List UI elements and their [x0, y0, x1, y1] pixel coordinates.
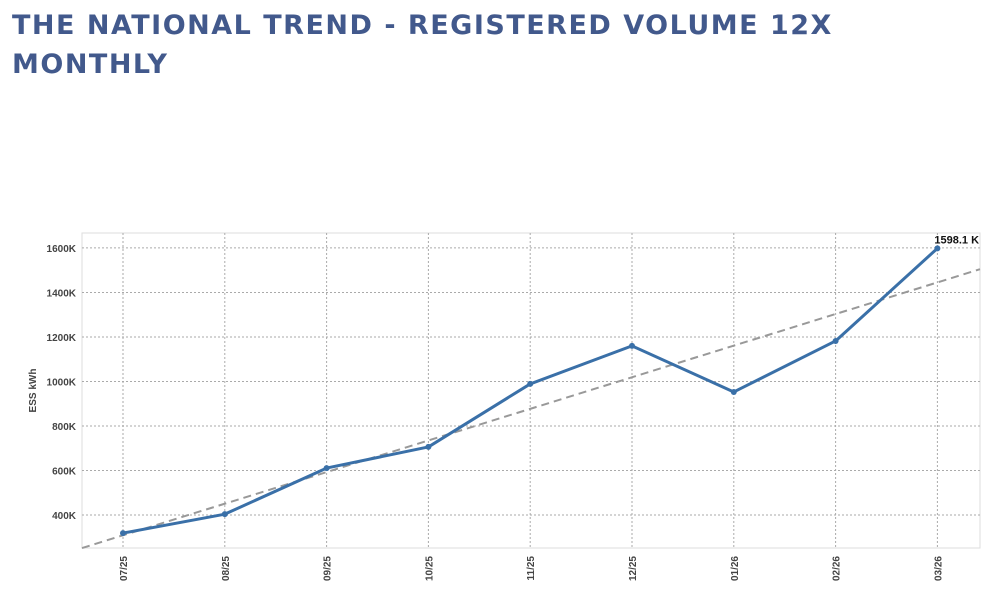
trendline	[81, 268, 981, 549]
data-point	[323, 465, 330, 472]
y-tick-label: 400K	[52, 511, 77, 522]
y-axis-label: ESS kWh	[28, 369, 39, 413]
data-point	[221, 511, 228, 518]
plot-area	[81, 232, 981, 549]
data-point	[527, 380, 534, 387]
data-point	[629, 342, 635, 349]
y-tick-label: 800K	[52, 422, 77, 433]
y-tick-label: 1400K	[47, 288, 77, 299]
data-point	[425, 443, 432, 450]
x-tick-label: 11/25	[526, 556, 537, 581]
y-tick-label: 600K	[52, 467, 77, 478]
x-tick-label: 09/25	[323, 556, 334, 581]
data-point	[120, 530, 126, 537]
data-point	[934, 245, 941, 252]
x-tick-label: 10/25	[424, 556, 435, 581]
data-label: 1598.1 K	[934, 234, 979, 246]
x-tick-label: 01/26	[730, 556, 741, 581]
x-tick-label: 07/25	[119, 556, 130, 581]
data-point	[730, 388, 737, 395]
x-tick-label: 03/26	[933, 556, 944, 581]
y-tick-label: 1600K	[47, 244, 77, 255]
x-tick-label: 02/26	[832, 556, 843, 581]
x-tick-label: 12/25	[628, 556, 639, 581]
x-tick-label: 08/25	[221, 556, 232, 581]
y-tick-label: 1200K	[47, 333, 77, 344]
page-title: THE NATIONAL TREND - REGISTERED VOLUME 1…	[12, 10, 833, 80]
y-tick-label: 1000K	[47, 377, 77, 388]
data-point	[832, 337, 839, 344]
